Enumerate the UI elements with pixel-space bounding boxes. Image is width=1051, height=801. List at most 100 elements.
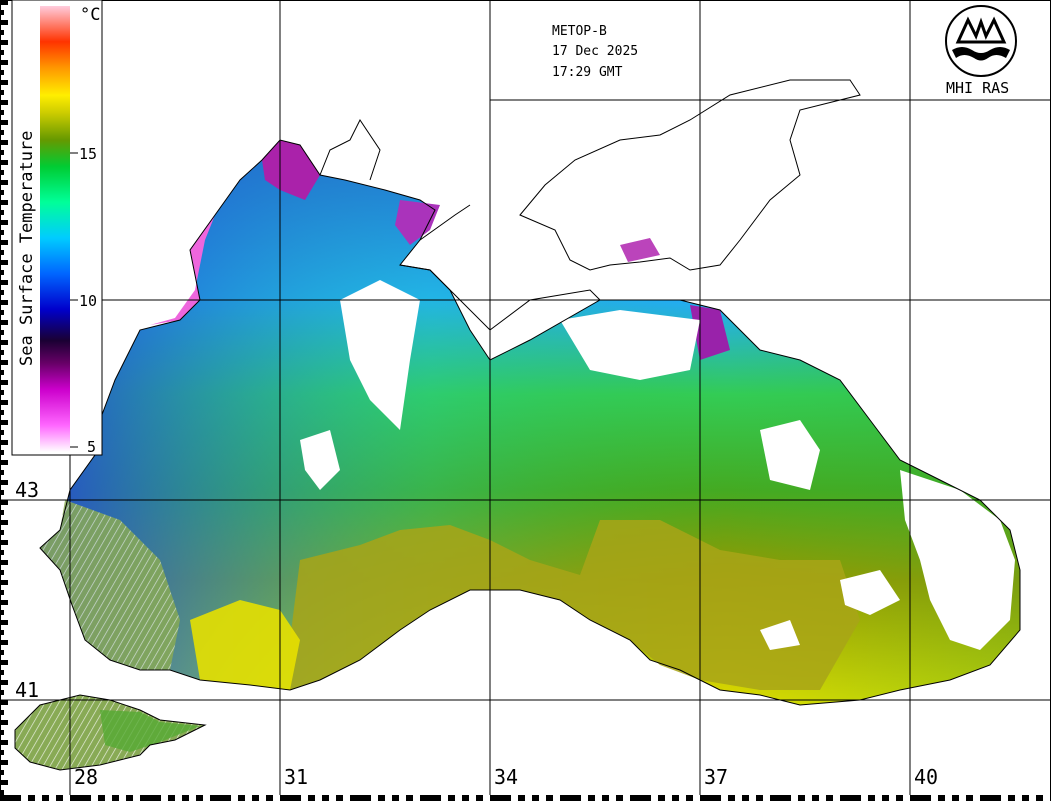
lon-scale-tick bbox=[112, 795, 119, 801]
lat-scale-tick bbox=[0, 670, 4, 675]
lon-scale-tick bbox=[434, 795, 441, 801]
lon-scale-tick bbox=[182, 795, 189, 801]
lon-scale-tick bbox=[476, 795, 483, 801]
lat-scale-tick bbox=[0, 240, 8, 245]
cloud-patch-east bbox=[900, 470, 1015, 650]
lat-scale-tick bbox=[0, 510, 4, 515]
lon-scale-tick bbox=[420, 795, 434, 801]
lon-scale-tick bbox=[140, 795, 154, 801]
lon-scale-tick bbox=[532, 795, 539, 801]
lat-scale-tick bbox=[0, 490, 4, 495]
lat-scale-tick bbox=[0, 500, 8, 505]
lat-scale-tick bbox=[0, 400, 8, 405]
lon-scale-tick bbox=[308, 795, 315, 801]
lon-scale-tick bbox=[490, 795, 504, 801]
lon-scale-tick bbox=[756, 795, 763, 801]
lon-scale-tick bbox=[728, 795, 735, 801]
lat-scale-tick bbox=[0, 370, 4, 375]
lon-scale-tick bbox=[252, 795, 259, 801]
lat-scale-tick bbox=[0, 640, 8, 645]
lon-scale-tick bbox=[826, 795, 833, 801]
lat-scale-tick bbox=[0, 140, 8, 145]
lon-scale-tick bbox=[812, 795, 819, 801]
lon-scale-tick bbox=[784, 795, 791, 801]
lat-scale-tick bbox=[0, 550, 4, 555]
lon-scale-tick bbox=[658, 795, 665, 801]
lon-scale-tick bbox=[1008, 795, 1015, 801]
lon-scale-tick bbox=[868, 795, 875, 801]
lon-scale-tick bbox=[266, 795, 273, 801]
lat-scale-tick bbox=[0, 580, 8, 585]
lon-scale-tick bbox=[224, 795, 231, 801]
lon-scale-tick bbox=[966, 795, 973, 801]
lat-scale-tick bbox=[0, 60, 8, 65]
lat-scale-tick bbox=[0, 210, 4, 215]
lon-scale-tick bbox=[672, 795, 679, 801]
lon-scale-tick bbox=[196, 795, 203, 801]
lat-label-41: 41 bbox=[15, 678, 39, 702]
lon-scale-tick bbox=[686, 795, 693, 801]
cold-patch-odessa bbox=[262, 140, 320, 200]
lat-scale-tick bbox=[0, 280, 8, 285]
lon-scale-tick bbox=[616, 795, 623, 801]
lon-scale-tick bbox=[896, 795, 903, 801]
lat-scale-tick bbox=[0, 390, 4, 395]
longitude-tick-scale bbox=[0, 795, 1051, 801]
header-info: METOP-B 17 Dec 2025 17:29 GMT bbox=[552, 24, 638, 80]
lat-scale-tick bbox=[0, 170, 4, 175]
lat-scale-tick bbox=[0, 700, 8, 705]
lat-scale-tick bbox=[0, 90, 4, 95]
lon-scale-tick bbox=[882, 795, 889, 801]
lon-scale-tick bbox=[406, 795, 413, 801]
lat-scale-tick bbox=[0, 70, 4, 75]
lat-scale-tick bbox=[0, 480, 8, 485]
lon-scale-tick bbox=[126, 795, 133, 801]
lon-scale-tick bbox=[14, 795, 21, 801]
lon-scale-tick bbox=[378, 795, 385, 801]
lat-scale-tick bbox=[0, 50, 4, 55]
lat-scale-tick bbox=[0, 450, 4, 455]
lon-scale-tick bbox=[980, 795, 994, 801]
sea-of-azov-coastline bbox=[519, 79, 861, 271]
mhi-ras-logo: MHI RAS bbox=[945, 5, 1017, 97]
lat-scale-tick bbox=[0, 630, 4, 635]
cold-patch-crimea bbox=[395, 200, 440, 245]
lat-scale-tick bbox=[0, 650, 4, 655]
lat-scale-tick bbox=[0, 110, 4, 115]
lon-scale-tick bbox=[280, 795, 294, 801]
lat-scale-tick bbox=[0, 150, 4, 155]
lat-scale-tick bbox=[0, 410, 4, 415]
lon-scale-tick bbox=[364, 795, 371, 801]
lat-scale-tick bbox=[0, 380, 8, 385]
grid-labels: 28 31 34 37 40 43 41 bbox=[15, 478, 938, 789]
lon-scale-tick bbox=[938, 795, 945, 801]
lat-scale-tick bbox=[0, 660, 8, 665]
lat-scale-tick bbox=[0, 770, 4, 775]
lon-scale-tick bbox=[336, 795, 343, 801]
cloud-patch-1 bbox=[340, 280, 420, 430]
lat-scale-tick bbox=[0, 730, 4, 735]
logo-text: MHI RAS bbox=[946, 79, 1009, 97]
lat-scale-tick bbox=[0, 430, 4, 435]
legend-tick-label-15: 15 bbox=[79, 145, 97, 163]
lat-scale-tick bbox=[0, 30, 4, 35]
lon-scale-tick bbox=[910, 795, 924, 801]
satellite-name: METOP-B bbox=[552, 24, 607, 39]
lat-scale-tick bbox=[0, 0, 8, 5]
lat-scale-tick bbox=[0, 10, 4, 15]
logo-waves bbox=[952, 47, 1010, 61]
lon-scale-tick bbox=[840, 795, 854, 801]
lat-scale-tick bbox=[0, 560, 8, 565]
lon-scale-tick bbox=[294, 795, 301, 801]
logo-emblem bbox=[955, 16, 1007, 44]
lat-scale-tick bbox=[0, 600, 8, 605]
lon-scale-tick bbox=[168, 795, 175, 801]
lon-scale-tick bbox=[210, 795, 224, 801]
legend-tick-label-10: 10 bbox=[79, 292, 97, 310]
lat-scale-tick bbox=[0, 130, 4, 135]
lat-scale-tick bbox=[0, 530, 4, 535]
lon-scale-tick bbox=[602, 795, 609, 801]
lat-scale-tick bbox=[0, 180, 8, 185]
western-cold-band bbox=[40, 140, 1020, 705]
cold-patch-nw bbox=[150, 215, 215, 325]
